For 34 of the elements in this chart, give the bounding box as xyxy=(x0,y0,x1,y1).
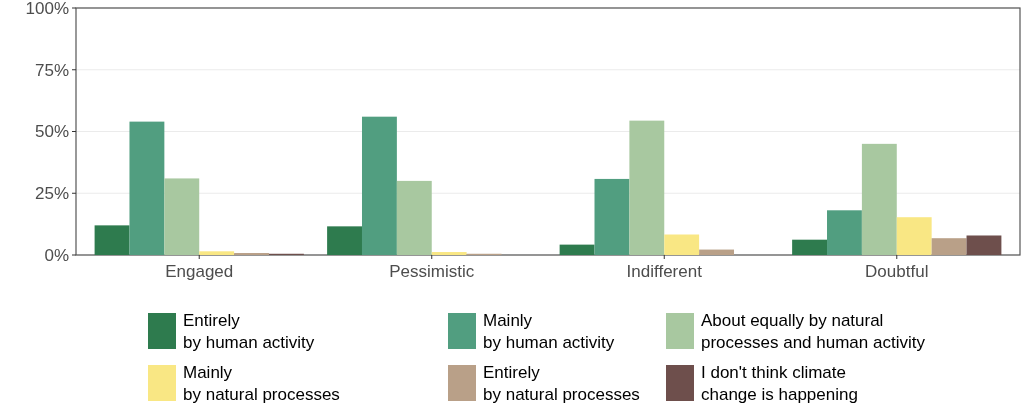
y-tick-label: 100% xyxy=(25,0,69,18)
legend-label: Mainly by natural processes xyxy=(183,363,340,404)
legend-label: Entirely by natural processes xyxy=(483,363,640,404)
bar xyxy=(792,239,828,255)
legend-label: About equally by natural processes and human activity xyxy=(701,311,926,352)
bar xyxy=(129,121,165,255)
y-tick-label: 0% xyxy=(44,245,69,265)
bar xyxy=(931,238,967,255)
bar xyxy=(396,180,432,255)
x-tick-label: Engaged xyxy=(165,262,234,281)
bar xyxy=(94,225,130,255)
bar xyxy=(431,252,467,255)
legend-label: Entirely by human activity xyxy=(183,311,315,352)
bar xyxy=(966,235,1002,255)
x-tick-label: Pessimistic xyxy=(389,262,475,281)
bar xyxy=(361,116,397,255)
legend-label: Mainly by human activity xyxy=(483,311,615,352)
bar xyxy=(327,226,362,255)
y-tick-label: 50% xyxy=(34,122,69,142)
legend-label: I don't think climate change is happening xyxy=(701,363,858,404)
bar xyxy=(164,178,200,255)
x-tick-label: Doubtful xyxy=(865,262,929,281)
bar xyxy=(594,178,630,255)
bar xyxy=(861,143,897,255)
y-tick-label: 75% xyxy=(34,60,69,80)
bar xyxy=(896,217,932,255)
bar xyxy=(629,120,665,255)
bar xyxy=(559,244,595,255)
bar xyxy=(827,210,862,255)
bar xyxy=(199,251,235,255)
bar xyxy=(664,234,700,255)
x-tick-label: Indifferent xyxy=(626,262,703,281)
y-tick-label: 25% xyxy=(34,184,69,204)
bar xyxy=(699,249,735,255)
